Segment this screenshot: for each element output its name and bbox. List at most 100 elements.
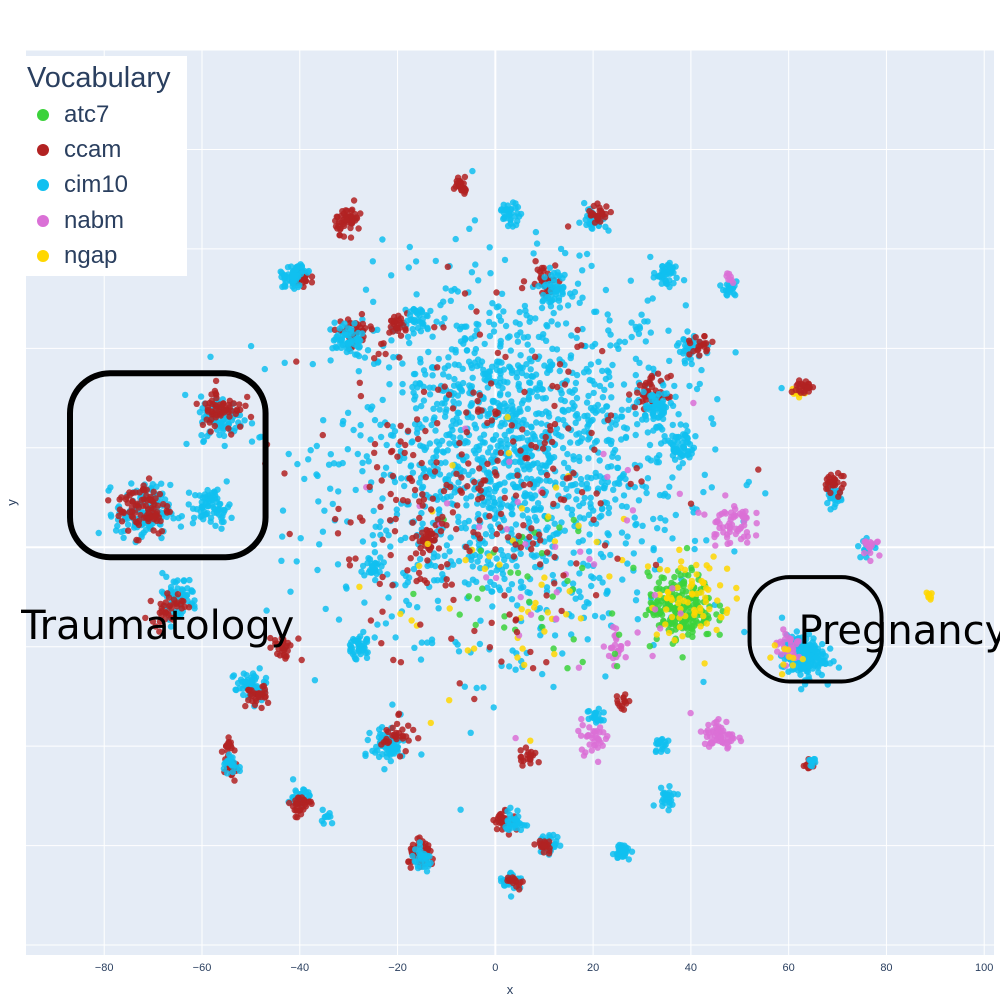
point-atc7 [570,516,577,524]
point-cim10 [393,745,400,752]
point-ccam [697,342,704,349]
point-cim10 [471,359,478,366]
point-cim10 [569,293,576,300]
point-cim10 [650,802,657,809]
point-nabm [711,531,718,538]
point-cim10 [532,315,539,322]
point-cim10 [618,406,626,413]
point-cim10 [423,868,431,875]
point-cim10 [523,421,530,428]
point-cim10 [335,616,343,623]
point-ngap [702,594,709,601]
point-cim10 [417,474,425,481]
point-cim10 [658,736,665,744]
point-ccam [607,208,614,216]
x-tick-label: 0 [492,962,498,974]
point-ccam [419,529,426,536]
point-ngap [671,637,678,644]
point-cim10 [547,303,555,310]
point-ngap [717,613,724,621]
point-ccam [578,342,585,349]
point-cim10 [486,309,493,316]
point-cim10 [412,370,419,378]
legend-marker-atc7 [37,109,49,121]
point-cim10 [393,506,400,513]
point-ccam [549,382,556,390]
point-ccam [418,459,425,467]
point-cim10 [443,542,451,549]
point-atc7 [514,569,522,577]
point-ccam [476,535,484,542]
point-cim10 [488,527,495,534]
point-cim10 [520,397,527,404]
point-cim10 [475,277,482,284]
point-ccam [444,263,451,270]
point-ccam [426,546,433,554]
point-cim10 [527,366,534,373]
point-cim10 [530,506,537,514]
point-cim10 [175,514,182,522]
point-ccam [478,407,485,414]
point-cim10 [827,645,834,652]
point-cim10 [350,426,357,434]
point-ccam [514,472,521,479]
point-cim10 [521,466,528,473]
point-ccam [417,621,424,628]
point-nabm [553,589,560,596]
legend-item-ngap[interactable]: ngap [37,241,117,271]
point-cim10 [412,307,420,314]
point-cim10 [218,525,225,532]
point-cim10 [376,726,383,733]
point-nabm [669,585,676,592]
point-cim10 [295,263,302,270]
point-cim10 [200,437,208,445]
point-cim10 [607,425,614,432]
point-nabm [873,539,881,546]
point-nabm [579,722,586,729]
point-atc7 [456,611,463,618]
point-cim10 [383,527,390,534]
point-cim10 [567,354,574,362]
point-cim10 [585,421,592,428]
point-cim10 [327,451,334,458]
legend-item-atc7[interactable]: atc7 [37,100,109,130]
point-ccam [167,602,174,609]
point-ccam [442,582,449,589]
point-nabm [588,747,595,754]
point-ngap [691,609,698,616]
point-cim10 [430,405,437,412]
point-ccam [431,324,438,331]
point-cim10 [563,485,570,493]
point-ccam [247,413,255,421]
point-ngap [519,645,526,652]
point-ccam [527,648,534,656]
point-cim10 [578,435,586,442]
legend-item-cim10[interactable]: cim10 [37,170,128,200]
point-cim10 [574,280,582,287]
point-cim10 [371,549,379,556]
legend-item-nabm[interactable]: nabm [37,206,124,236]
point-cim10 [243,679,251,686]
point-ccam [376,580,383,588]
point-ccam [544,549,551,556]
point-ccam [367,617,375,624]
point-cim10 [452,235,459,243]
point-cim10 [568,511,575,518]
legend-item-ccam[interactable]: ccam [37,135,121,165]
point-ngap [541,574,548,581]
point-cim10 [489,603,496,610]
point-ccam [504,534,512,541]
point-cim10 [557,842,564,849]
point-cim10 [497,423,504,430]
point-cim10 [596,382,604,390]
point-cim10 [371,541,378,548]
point-cim10 [180,577,188,584]
point-cim10 [228,514,235,521]
point-ccam [404,427,412,434]
point-cim10 [812,759,819,766]
point-cim10 [418,751,425,758]
legend-marker-ngap [37,250,49,262]
point-ngap [545,513,552,520]
point-cim10 [805,662,812,669]
point-ccam [547,426,554,434]
